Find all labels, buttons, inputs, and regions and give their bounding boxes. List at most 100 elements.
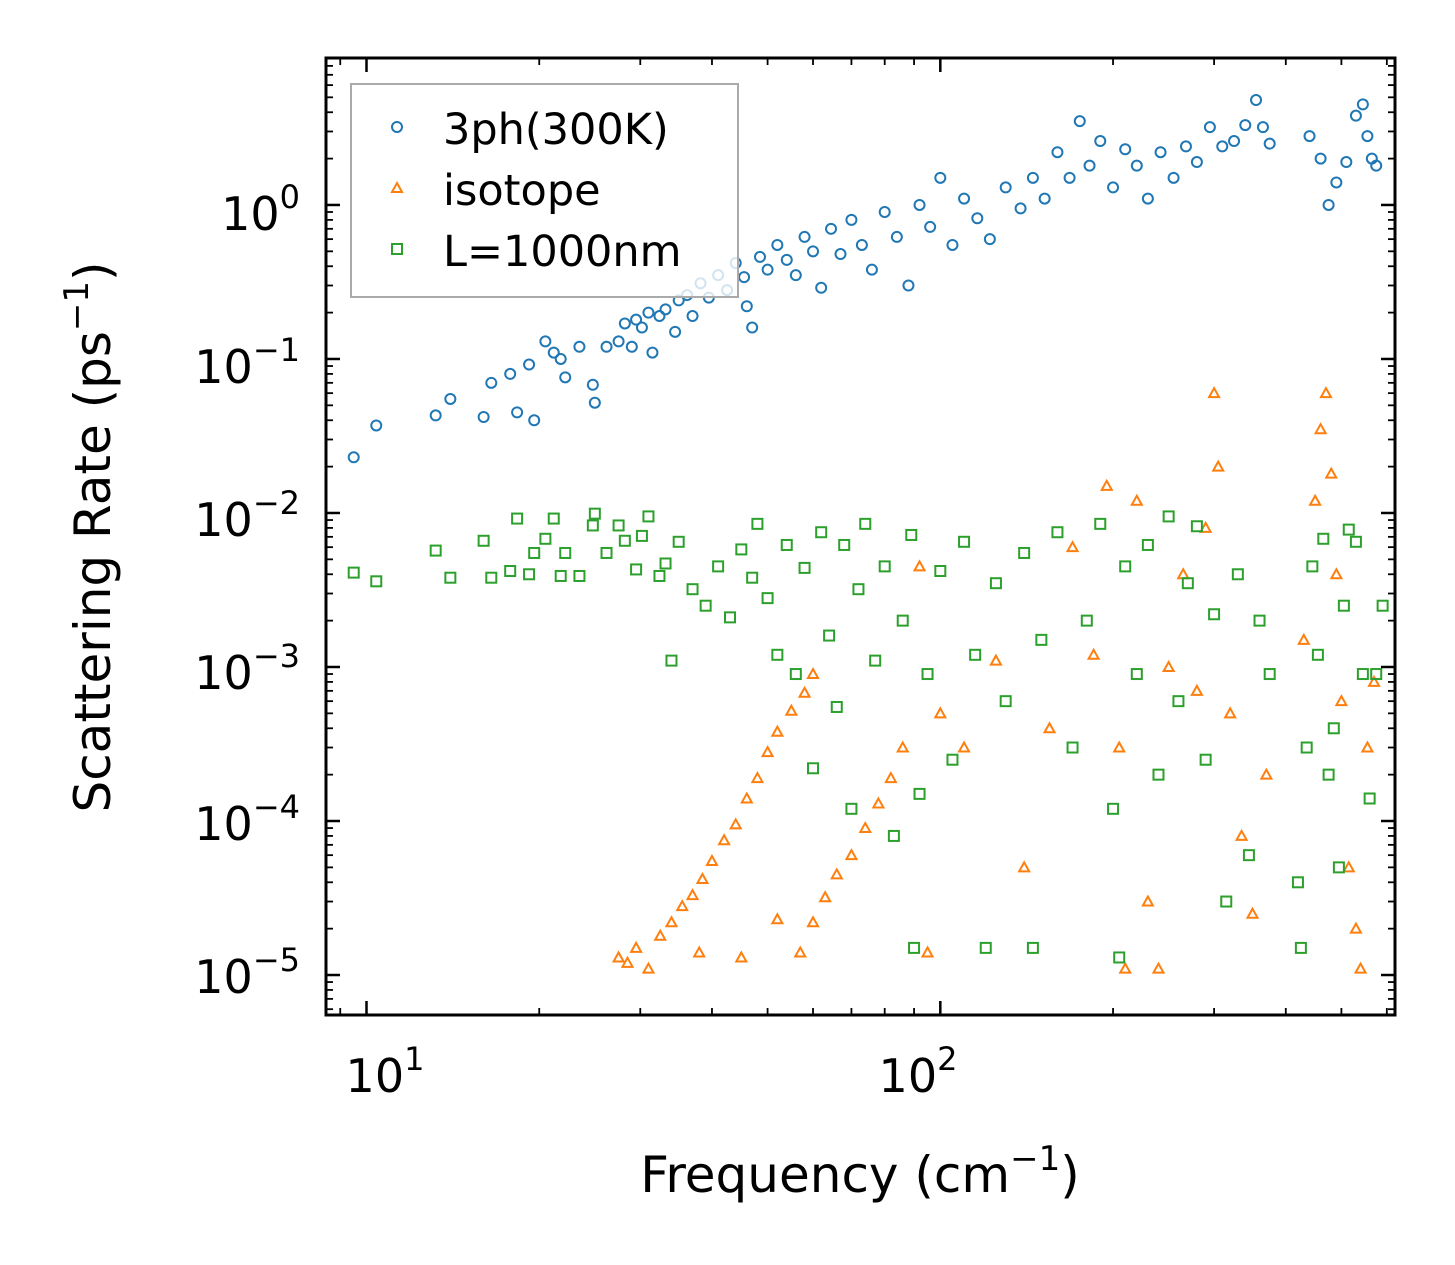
data-point (642, 510, 655, 523)
data-point (1319, 386, 1333, 399)
data-point (1094, 517, 1107, 530)
data-point (1332, 861, 1345, 874)
data-point (723, 611, 736, 624)
data-point (1130, 493, 1144, 506)
data-point (1356, 668, 1369, 681)
data-point (859, 517, 872, 530)
data-point (999, 181, 1012, 194)
legend-marker-isotope (390, 180, 404, 193)
data-point (865, 263, 878, 276)
data-point (1342, 523, 1355, 536)
data-point (798, 230, 811, 243)
data-point (1234, 828, 1249, 841)
data-point (717, 833, 731, 846)
data-point (612, 519, 625, 532)
legend-label-isotope: isotope (443, 166, 601, 216)
data-point (924, 220, 937, 233)
data-point (370, 419, 383, 432)
data-point (1242, 849, 1255, 862)
data-point (1250, 94, 1263, 107)
data-point (878, 206, 891, 219)
data-point (896, 740, 910, 753)
data-point (1223, 706, 1237, 719)
data-point (979, 941, 992, 954)
data-point (969, 648, 982, 661)
data-point (642, 306, 655, 319)
data-point (629, 940, 643, 953)
data-point (1190, 683, 1204, 696)
data-point (600, 340, 613, 353)
data-point (586, 519, 599, 532)
data-point (1263, 137, 1276, 150)
data-point (958, 535, 971, 548)
data-point (429, 409, 442, 422)
data-point (890, 230, 903, 243)
data-point (1080, 614, 1093, 627)
data-point (871, 796, 886, 809)
legend-label-3ph: 3ph(300K) (443, 105, 669, 155)
data-point (780, 538, 793, 551)
data-point (1303, 130, 1316, 143)
series-1 (347, 94, 1383, 464)
data-point (692, 945, 706, 958)
data-point (989, 653, 1003, 666)
data-point (734, 950, 749, 963)
data-point (844, 848, 859, 861)
data-point (444, 392, 457, 405)
y-tick-label-3: 10−3 (194, 637, 300, 700)
data-point (771, 648, 784, 661)
data-point (830, 867, 844, 880)
data-point (573, 340, 586, 353)
data-point (793, 945, 807, 958)
data-point (920, 945, 935, 958)
data-point (1311, 648, 1324, 661)
y-axis-title: Scattering Rate (ps−1) (57, 261, 122, 812)
data-point (797, 685, 812, 698)
data-point (547, 512, 560, 525)
data-point (815, 281, 828, 294)
data-point (807, 245, 820, 258)
data-point (818, 890, 832, 903)
data-point (370, 575, 383, 588)
data-point (761, 592, 774, 605)
data-point (852, 583, 865, 596)
data-point (659, 303, 672, 316)
data-point (429, 544, 442, 557)
data-point (1130, 159, 1143, 172)
x-tick-label-1: 102 (879, 1040, 958, 1103)
data-point (869, 654, 882, 667)
legend-box (350, 83, 739, 298)
data-point (665, 654, 678, 667)
data-point (444, 571, 457, 584)
data-point (485, 376, 498, 389)
data-point (784, 703, 799, 716)
x-axis-title: Frequency (cm−1) (640, 1139, 1080, 1204)
data-point (539, 335, 552, 348)
y-tick-label-2: 10−2 (194, 484, 300, 547)
data-point (1300, 741, 1313, 754)
data-point (1322, 768, 1335, 781)
data-point (1198, 520, 1213, 533)
data-point (1356, 98, 1369, 111)
data-point (735, 543, 748, 556)
series-layer (347, 94, 1389, 974)
data-point (539, 532, 552, 545)
data-point (1259, 767, 1274, 780)
data-point (347, 566, 360, 579)
data-point (1141, 538, 1154, 551)
data-point (646, 346, 659, 359)
data-point (1342, 860, 1356, 873)
data-point (1107, 181, 1120, 194)
data-point (1118, 961, 1132, 974)
data-point (1291, 876, 1304, 889)
data-point (1349, 921, 1363, 934)
data-point (1306, 560, 1319, 573)
data-point (746, 321, 759, 334)
y-tick-label-4: 10−4 (194, 788, 300, 851)
data-point (504, 565, 517, 578)
data-point (1018, 546, 1031, 559)
data-point (612, 335, 625, 348)
data-point (620, 955, 635, 968)
data-point (946, 238, 959, 251)
data-point (664, 915, 679, 928)
